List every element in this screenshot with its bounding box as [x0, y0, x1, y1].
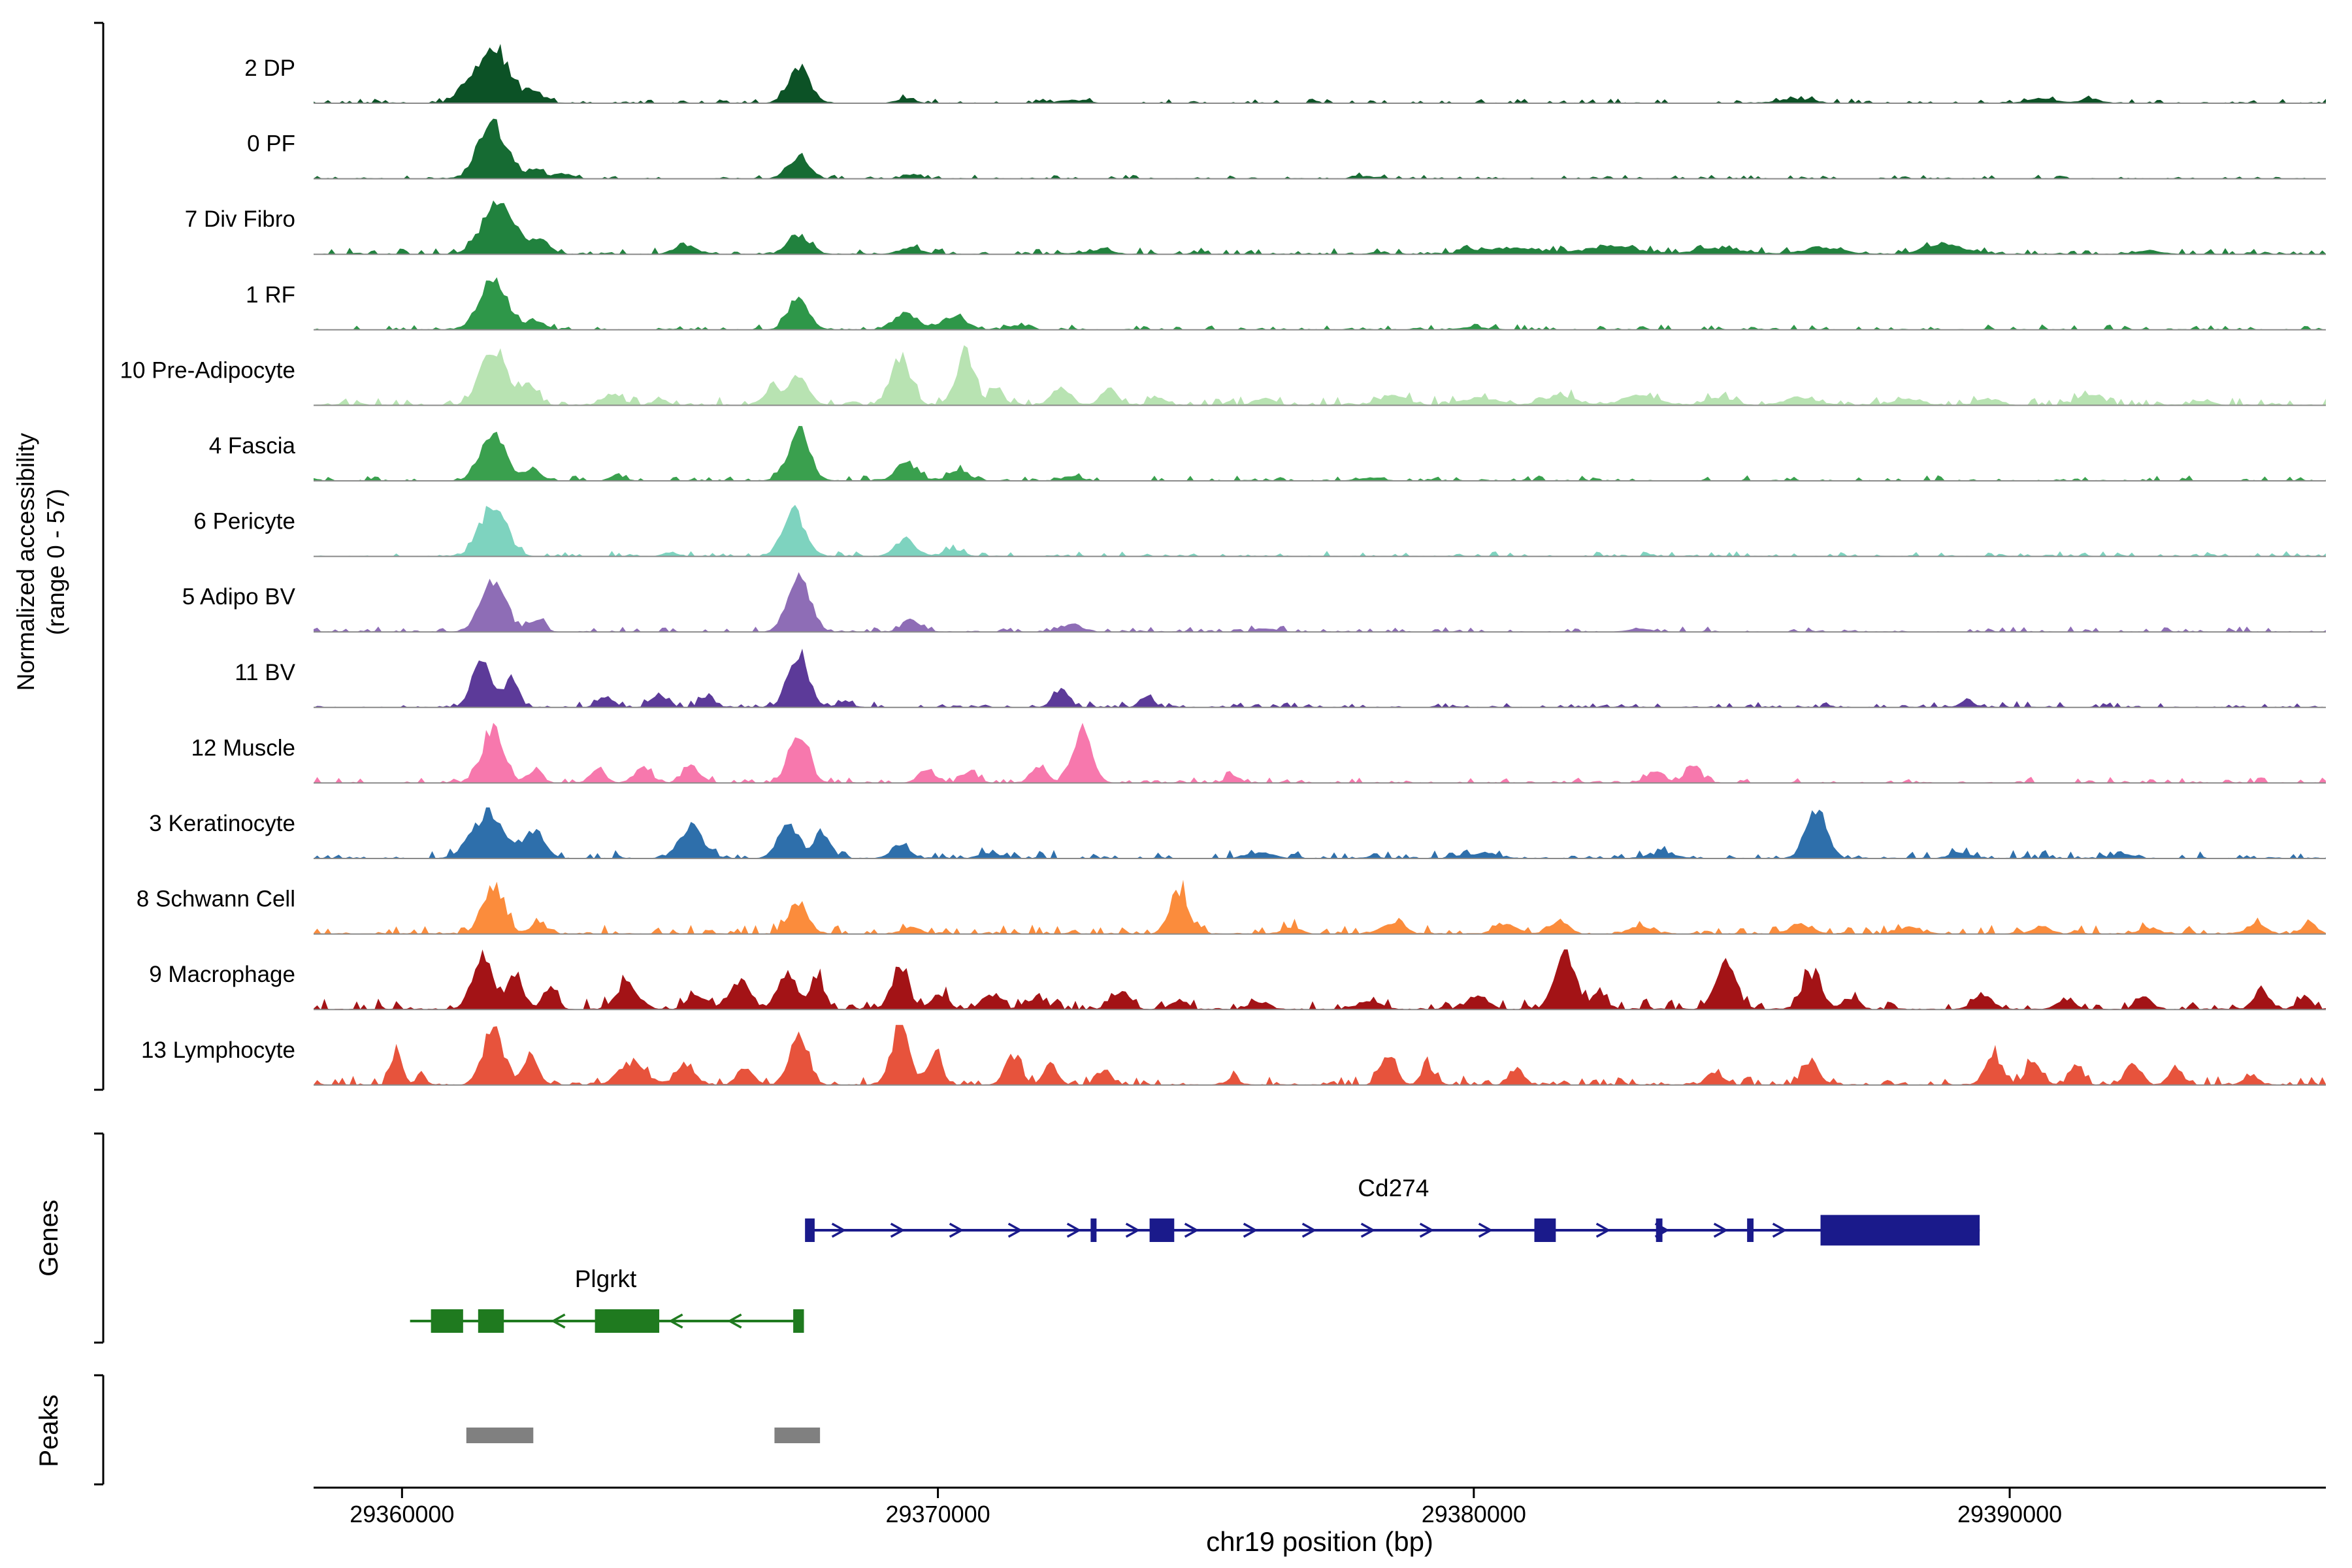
strand-arrow-icon [949, 1222, 964, 1238]
strand-arrow-icon [890, 1222, 906, 1238]
genes-axis-bracket [94, 1132, 105, 1344]
coverage-signal [314, 1024, 2326, 1085]
x-tick-label: 29380000 [1422, 1501, 1526, 1527]
x-axis-title: chr19 position (bp) [1206, 1526, 1433, 1557]
x-tick-label: 29370000 [885, 1501, 990, 1527]
strand-arrow-icon [1125, 1222, 1141, 1238]
coverage-signal [314, 277, 2326, 330]
strand-arrow-icon [1772, 1222, 1788, 1238]
gene-exon [1149, 1218, 1175, 1242]
track-label: 4 Fascia [209, 433, 296, 459]
track-label: 12 Muscle [191, 735, 295, 760]
track-label: 2 DP [244, 56, 295, 81]
strand-arrow-icon [1419, 1222, 1435, 1238]
gene-exon [1820, 1215, 1980, 1246]
coverage-tracks-layer: 2 DP 0 PF 7 Div Fibro 1 RF 10 Pre-Adipocyte 4… [120, 44, 2326, 1086]
gene-name-label: Plgrkt [575, 1266, 637, 1292]
strand-arrow-icon [1360, 1222, 1376, 1238]
gene-exon [793, 1309, 804, 1333]
track-label: 1 RF [246, 282, 295, 308]
peak-interval [466, 1428, 534, 1443]
track-label: 5 Adipo BV [182, 584, 296, 610]
gene-exon [595, 1309, 660, 1333]
coverage-signal [314, 949, 2326, 1010]
gene-exon [431, 1309, 463, 1333]
x-tick-label: 29360000 [350, 1501, 454, 1527]
peaks-layer [466, 1428, 821, 1443]
peaks-axis-bracket [94, 1374, 105, 1486]
gene-exon [1656, 1218, 1663, 1242]
peak-interval [774, 1428, 821, 1443]
coverage-signal [314, 200, 2326, 255]
strand-arrow-icon [1478, 1222, 1494, 1238]
gene-annotation-layer: Cd274 Plgrkt [410, 1175, 1980, 1333]
strand-arrow-icon [1184, 1222, 1200, 1238]
track-label: 9 Macrophage [149, 962, 295, 987]
track-label: 8 Schwann Cell [137, 887, 295, 912]
coverage-signal [314, 879, 2326, 934]
tracks-axis-bracket [94, 22, 105, 1091]
coverage-signal [314, 572, 2326, 632]
y-axis-label-line1: Normalized accessibility [12, 433, 39, 691]
genes-section-label: Genes [35, 1200, 63, 1277]
gene-exon [478, 1309, 504, 1333]
coverage-signal [314, 425, 2326, 481]
track-label: 13 Lymphocyte [141, 1037, 295, 1063]
gene-exon [805, 1218, 815, 1242]
gene-cd274: Cd274 [805, 1175, 1980, 1246]
gene-exon [1090, 1218, 1097, 1242]
strand-arrow-icon [727, 1313, 742, 1329]
track-label: 3 Keratinocyte [149, 811, 295, 836]
gene-name-label: Cd274 [1358, 1175, 1429, 1201]
y-axis-label-line2: (range 0 - 57) [42, 489, 69, 635]
strand-arrow-icon [551, 1313, 566, 1329]
strand-arrow-icon [1301, 1222, 1317, 1238]
coverage-signal [314, 504, 2326, 557]
coverage-signal [314, 723, 2326, 783]
strand-arrow-icon [668, 1313, 683, 1329]
coverage-signal [314, 648, 2326, 708]
track-label: 6 Pericyte [193, 509, 295, 534]
gene-exon [1747, 1218, 1754, 1242]
coverage-signal [314, 118, 2326, 179]
track-label: 11 BV [235, 660, 295, 685]
track-label: 7 Div Fibro [185, 206, 295, 232]
coverage-signal [314, 44, 2326, 103]
track-label: 10 Pre-Adipocyte [120, 357, 295, 383]
strand-arrow-icon [1713, 1222, 1729, 1238]
coverage-signal [314, 345, 2326, 406]
strand-arrow-icon [1007, 1222, 1023, 1238]
strand-arrow-icon [1243, 1222, 1258, 1238]
peaks-section-label: Peaks [35, 1394, 63, 1467]
gene-plgrkt: Plgrkt [410, 1266, 804, 1333]
strand-arrow-icon [1066, 1222, 1082, 1238]
x-axis-layer: 29360000 29370000 29380000 29390000 [314, 1486, 2326, 1527]
coverage-signal [314, 807, 2326, 858]
strand-arrow-icon [831, 1222, 847, 1238]
strand-arrow-icon [1595, 1222, 1611, 1238]
track-label: 0 PF [247, 131, 295, 157]
gene-exon [1534, 1218, 1556, 1242]
x-tick-label: 29390000 [1957, 1501, 2062, 1527]
